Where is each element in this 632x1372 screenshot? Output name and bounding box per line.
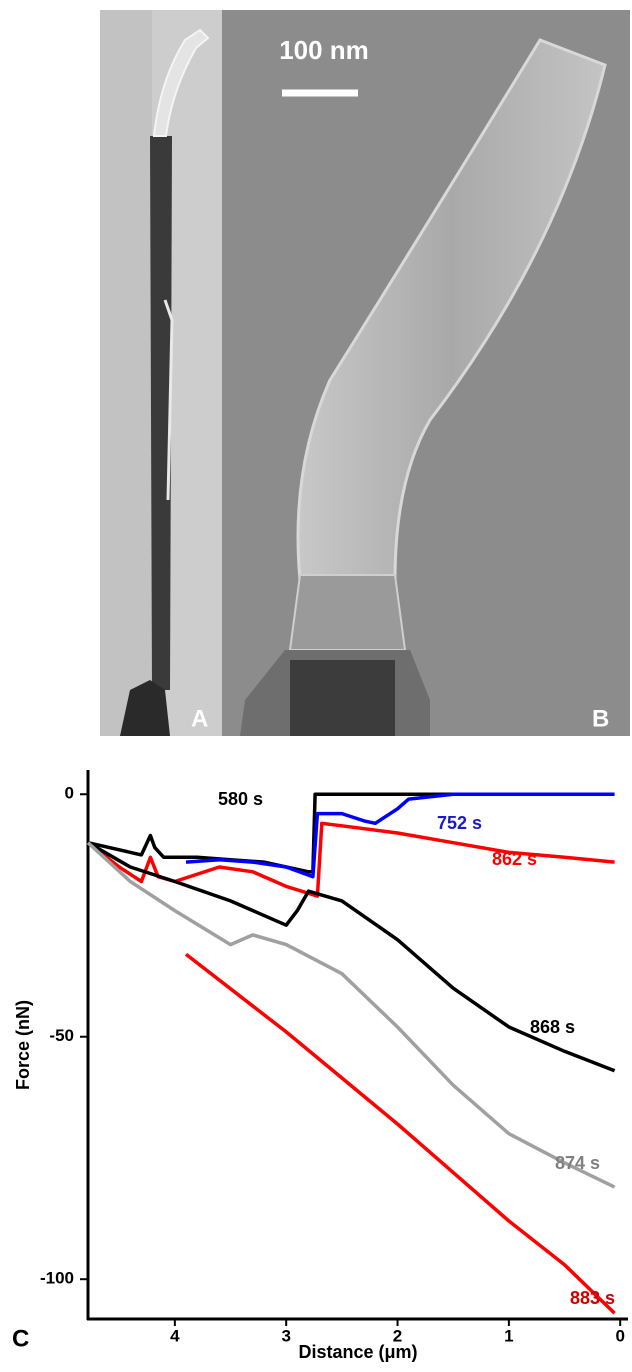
panel-label: C [12,1325,29,1352]
series-label: 868 s [530,1017,575,1037]
y-tick-label: -100 [40,1269,74,1288]
y-tick-label: 0 [65,784,74,803]
data-line [184,952,616,1315]
chart: C Distance (μm) Force (nN) 4 3 2 1 0 0 -50 -100… [12,770,628,1362]
series-label: 752 s [437,813,482,833]
data-line [86,821,615,898]
data-line [87,841,616,1073]
series-label: 862 s [492,849,537,869]
x-tick-label: 2 [393,1326,402,1345]
series-label: 874 s [555,1153,600,1173]
x-tick-label: 4 [170,1326,180,1345]
scale-bar-label: 100 nm [279,35,369,65]
x-tick-label: 0 [615,1326,624,1345]
image-a: A [100,10,222,736]
x-axis-title: Distance (μm) [298,1342,417,1362]
data-line [185,792,615,879]
series-label: 883 s [570,1288,615,1308]
panel-label: A [191,705,208,732]
y-axis-title: Force (nN) [13,1000,33,1090]
image-b: 100 nm B [222,10,630,736]
panel-label: B [592,705,609,732]
x-tick-label: 1 [504,1326,513,1345]
data-line [86,841,616,1189]
y-tick-label: -50 [49,1026,74,1045]
series-label: 580 s [218,789,263,809]
x-tick-label: 3 [281,1326,290,1345]
